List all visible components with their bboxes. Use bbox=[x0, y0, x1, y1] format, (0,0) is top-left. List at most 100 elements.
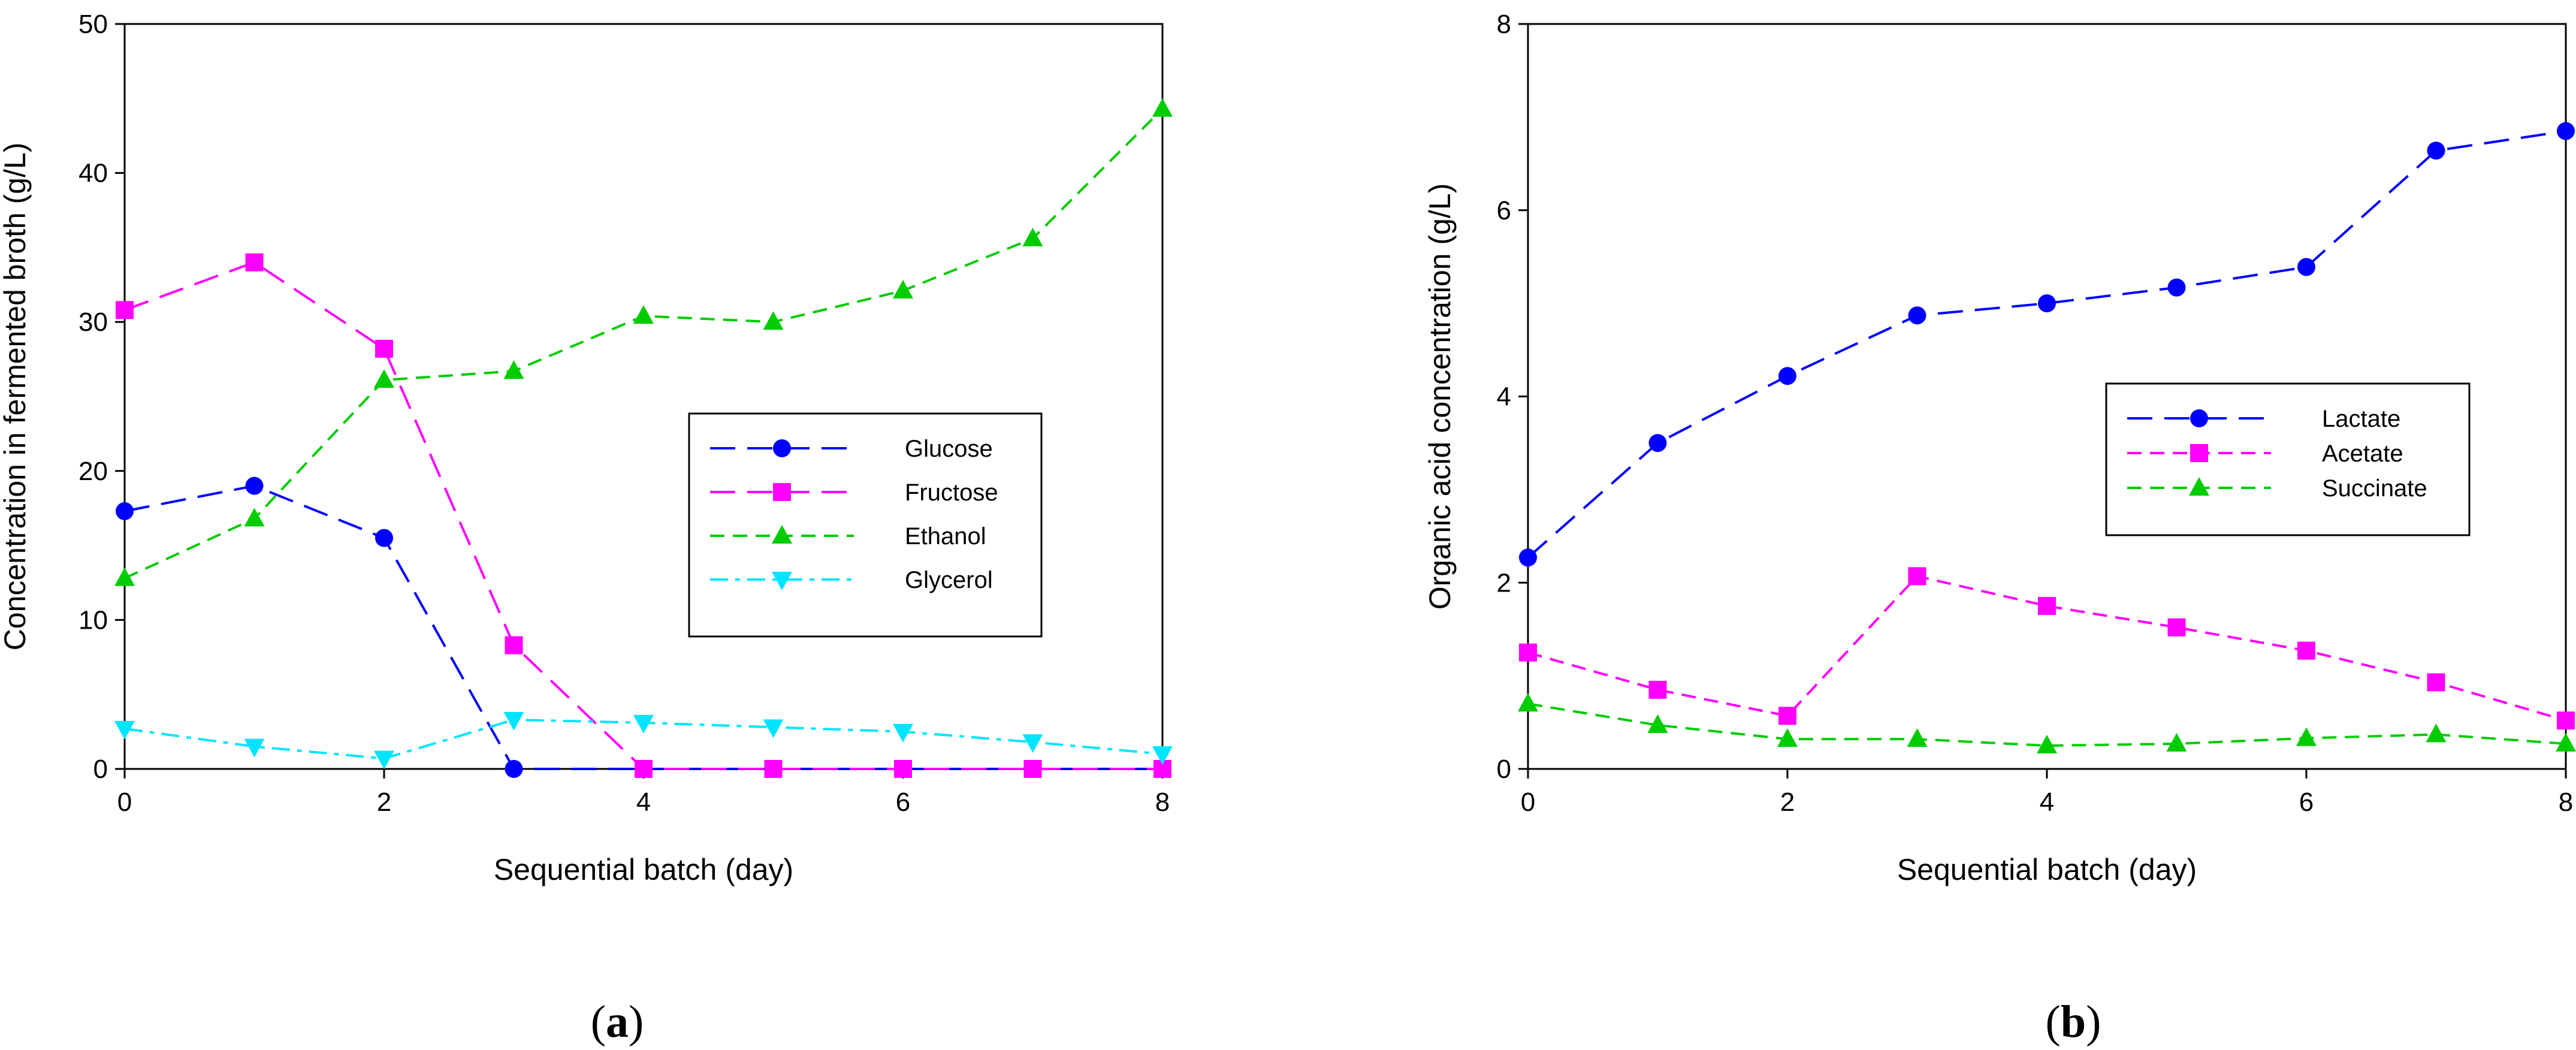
data-point bbox=[1778, 707, 1796, 725]
panel-label: (b) bbox=[2046, 997, 2101, 1047]
x-tick-label: 2 bbox=[1780, 787, 1795, 817]
data-point bbox=[375, 339, 393, 358]
series-line bbox=[1527, 575, 2566, 722]
x-axis-label: Sequential batch (day) bbox=[1897, 853, 2197, 886]
series-ethanol bbox=[114, 98, 1173, 586]
data-point bbox=[2297, 258, 2315, 276]
data-point bbox=[245, 476, 264, 495]
data-point bbox=[2038, 597, 2056, 615]
data-point bbox=[2166, 733, 2187, 752]
y-tick-label: 4 bbox=[1497, 382, 1511, 412]
data-point bbox=[763, 719, 784, 738]
series-fructose bbox=[116, 253, 1171, 778]
data-point bbox=[1519, 548, 1537, 567]
data-point bbox=[1518, 693, 1538, 712]
legend-marker bbox=[2190, 409, 2208, 427]
x-tick-label: 6 bbox=[2299, 787, 2314, 817]
legend-label: Ethanol bbox=[905, 523, 986, 550]
data-point bbox=[2426, 723, 2447, 743]
data-point bbox=[1152, 746, 1173, 765]
y-tick-label: 0 bbox=[93, 755, 108, 784]
data-point bbox=[1907, 728, 1928, 747]
data-point bbox=[1152, 98, 1173, 117]
y-tick-label: 40 bbox=[78, 159, 108, 188]
data-point bbox=[633, 714, 654, 734]
data-point bbox=[505, 636, 523, 654]
data-point bbox=[503, 711, 524, 731]
panel-letter: b bbox=[2061, 997, 2086, 1047]
x-tick-label: 4 bbox=[636, 787, 651, 817]
data-point bbox=[114, 567, 135, 586]
data-point bbox=[2167, 618, 2186, 636]
data-point bbox=[244, 738, 265, 758]
series-line bbox=[1527, 702, 2566, 747]
legend-label: Succinate bbox=[2322, 475, 2427, 502]
x-axis-label: Sequential batch (day) bbox=[494, 853, 793, 886]
chart-panel-a: 0 10 20 30 40 50 0 2 4 6 8 Sequential batch (day) Co… bbox=[0, 10, 1173, 1047]
x-tick-label: 0 bbox=[117, 787, 132, 817]
x-tick-label: 4 bbox=[2040, 787, 2054, 817]
plot-frame bbox=[123, 23, 1164, 770]
legend-marker bbox=[773, 483, 791, 501]
data-point bbox=[245, 253, 264, 271]
data-point bbox=[505, 760, 523, 778]
data-point bbox=[2557, 122, 2575, 140]
data-point bbox=[1908, 306, 1926, 325]
data-point bbox=[2038, 294, 2056, 313]
x-tick-label: 8 bbox=[2559, 787, 2573, 817]
data-point bbox=[114, 720, 135, 740]
series-line bbox=[124, 484, 1162, 770]
data-point bbox=[1022, 734, 1043, 753]
data-point bbox=[2167, 278, 2186, 297]
y-tick-label: 2 bbox=[1497, 568, 1511, 598]
data-point bbox=[2297, 641, 2315, 660]
x-tick-label: 0 bbox=[1521, 787, 1535, 817]
legend-marker bbox=[772, 525, 792, 544]
data-point bbox=[116, 301, 134, 319]
chart-panel-b: 0 2 4 6 8 0 2 4 6 8 Sequential batch (day) Organic … bbox=[1423, 10, 2576, 1047]
y-tick-label: 6 bbox=[1497, 196, 1511, 225]
series-glycerol bbox=[114, 711, 1173, 770]
x-tick-label: 8 bbox=[1155, 787, 1170, 817]
legend-label: Acetate bbox=[2322, 440, 2403, 467]
x-tick-label: 6 bbox=[896, 787, 910, 817]
legend-marker bbox=[773, 439, 791, 457]
legend-marker bbox=[772, 572, 792, 590]
data-point bbox=[1908, 567, 1926, 586]
series-succinate bbox=[1518, 693, 2576, 754]
data-point bbox=[374, 750, 394, 770]
data-point bbox=[1023, 760, 1042, 778]
x-tick-label: 2 bbox=[377, 787, 391, 817]
data-point bbox=[893, 723, 913, 743]
y-tick-label: 0 bbox=[1497, 755, 1511, 784]
data-point bbox=[764, 760, 783, 778]
y-tick-label: 8 bbox=[1497, 10, 1511, 39]
legend-label: Glycerol bbox=[905, 567, 993, 593]
legend-label: Lactate bbox=[2322, 406, 2400, 432]
data-point bbox=[893, 279, 913, 298]
legend-label: Fructose bbox=[905, 479, 998, 506]
y-tick-label: 20 bbox=[78, 457, 108, 486]
data-point bbox=[375, 529, 393, 547]
data-point bbox=[503, 360, 524, 379]
legend: Lactate Acetate Succinate bbox=[2105, 382, 2471, 536]
y-tick-label: 50 bbox=[78, 10, 108, 39]
series-lactate bbox=[1519, 122, 2575, 567]
y-axis-label: Concentration in fermented broth (g/L) bbox=[0, 143, 32, 651]
legend-label: Glucose bbox=[905, 436, 993, 462]
legend: Glucose Fructose Ethanol Glycerol bbox=[688, 412, 1043, 638]
data-point bbox=[1519, 643, 1537, 662]
data-point bbox=[2557, 711, 2575, 730]
data-point bbox=[374, 369, 394, 388]
data-point bbox=[2556, 733, 2576, 752]
data-point bbox=[635, 760, 653, 778]
legend-box bbox=[2105, 382, 2471, 536]
data-point bbox=[1648, 680, 1667, 699]
data-point bbox=[1648, 434, 1667, 452]
series-acetate bbox=[1519, 567, 2575, 730]
data-point bbox=[763, 311, 784, 330]
data-point bbox=[894, 760, 912, 778]
series-line bbox=[1527, 129, 2566, 559]
y-tick-label: 30 bbox=[78, 307, 108, 337]
data-point bbox=[1778, 367, 1796, 385]
